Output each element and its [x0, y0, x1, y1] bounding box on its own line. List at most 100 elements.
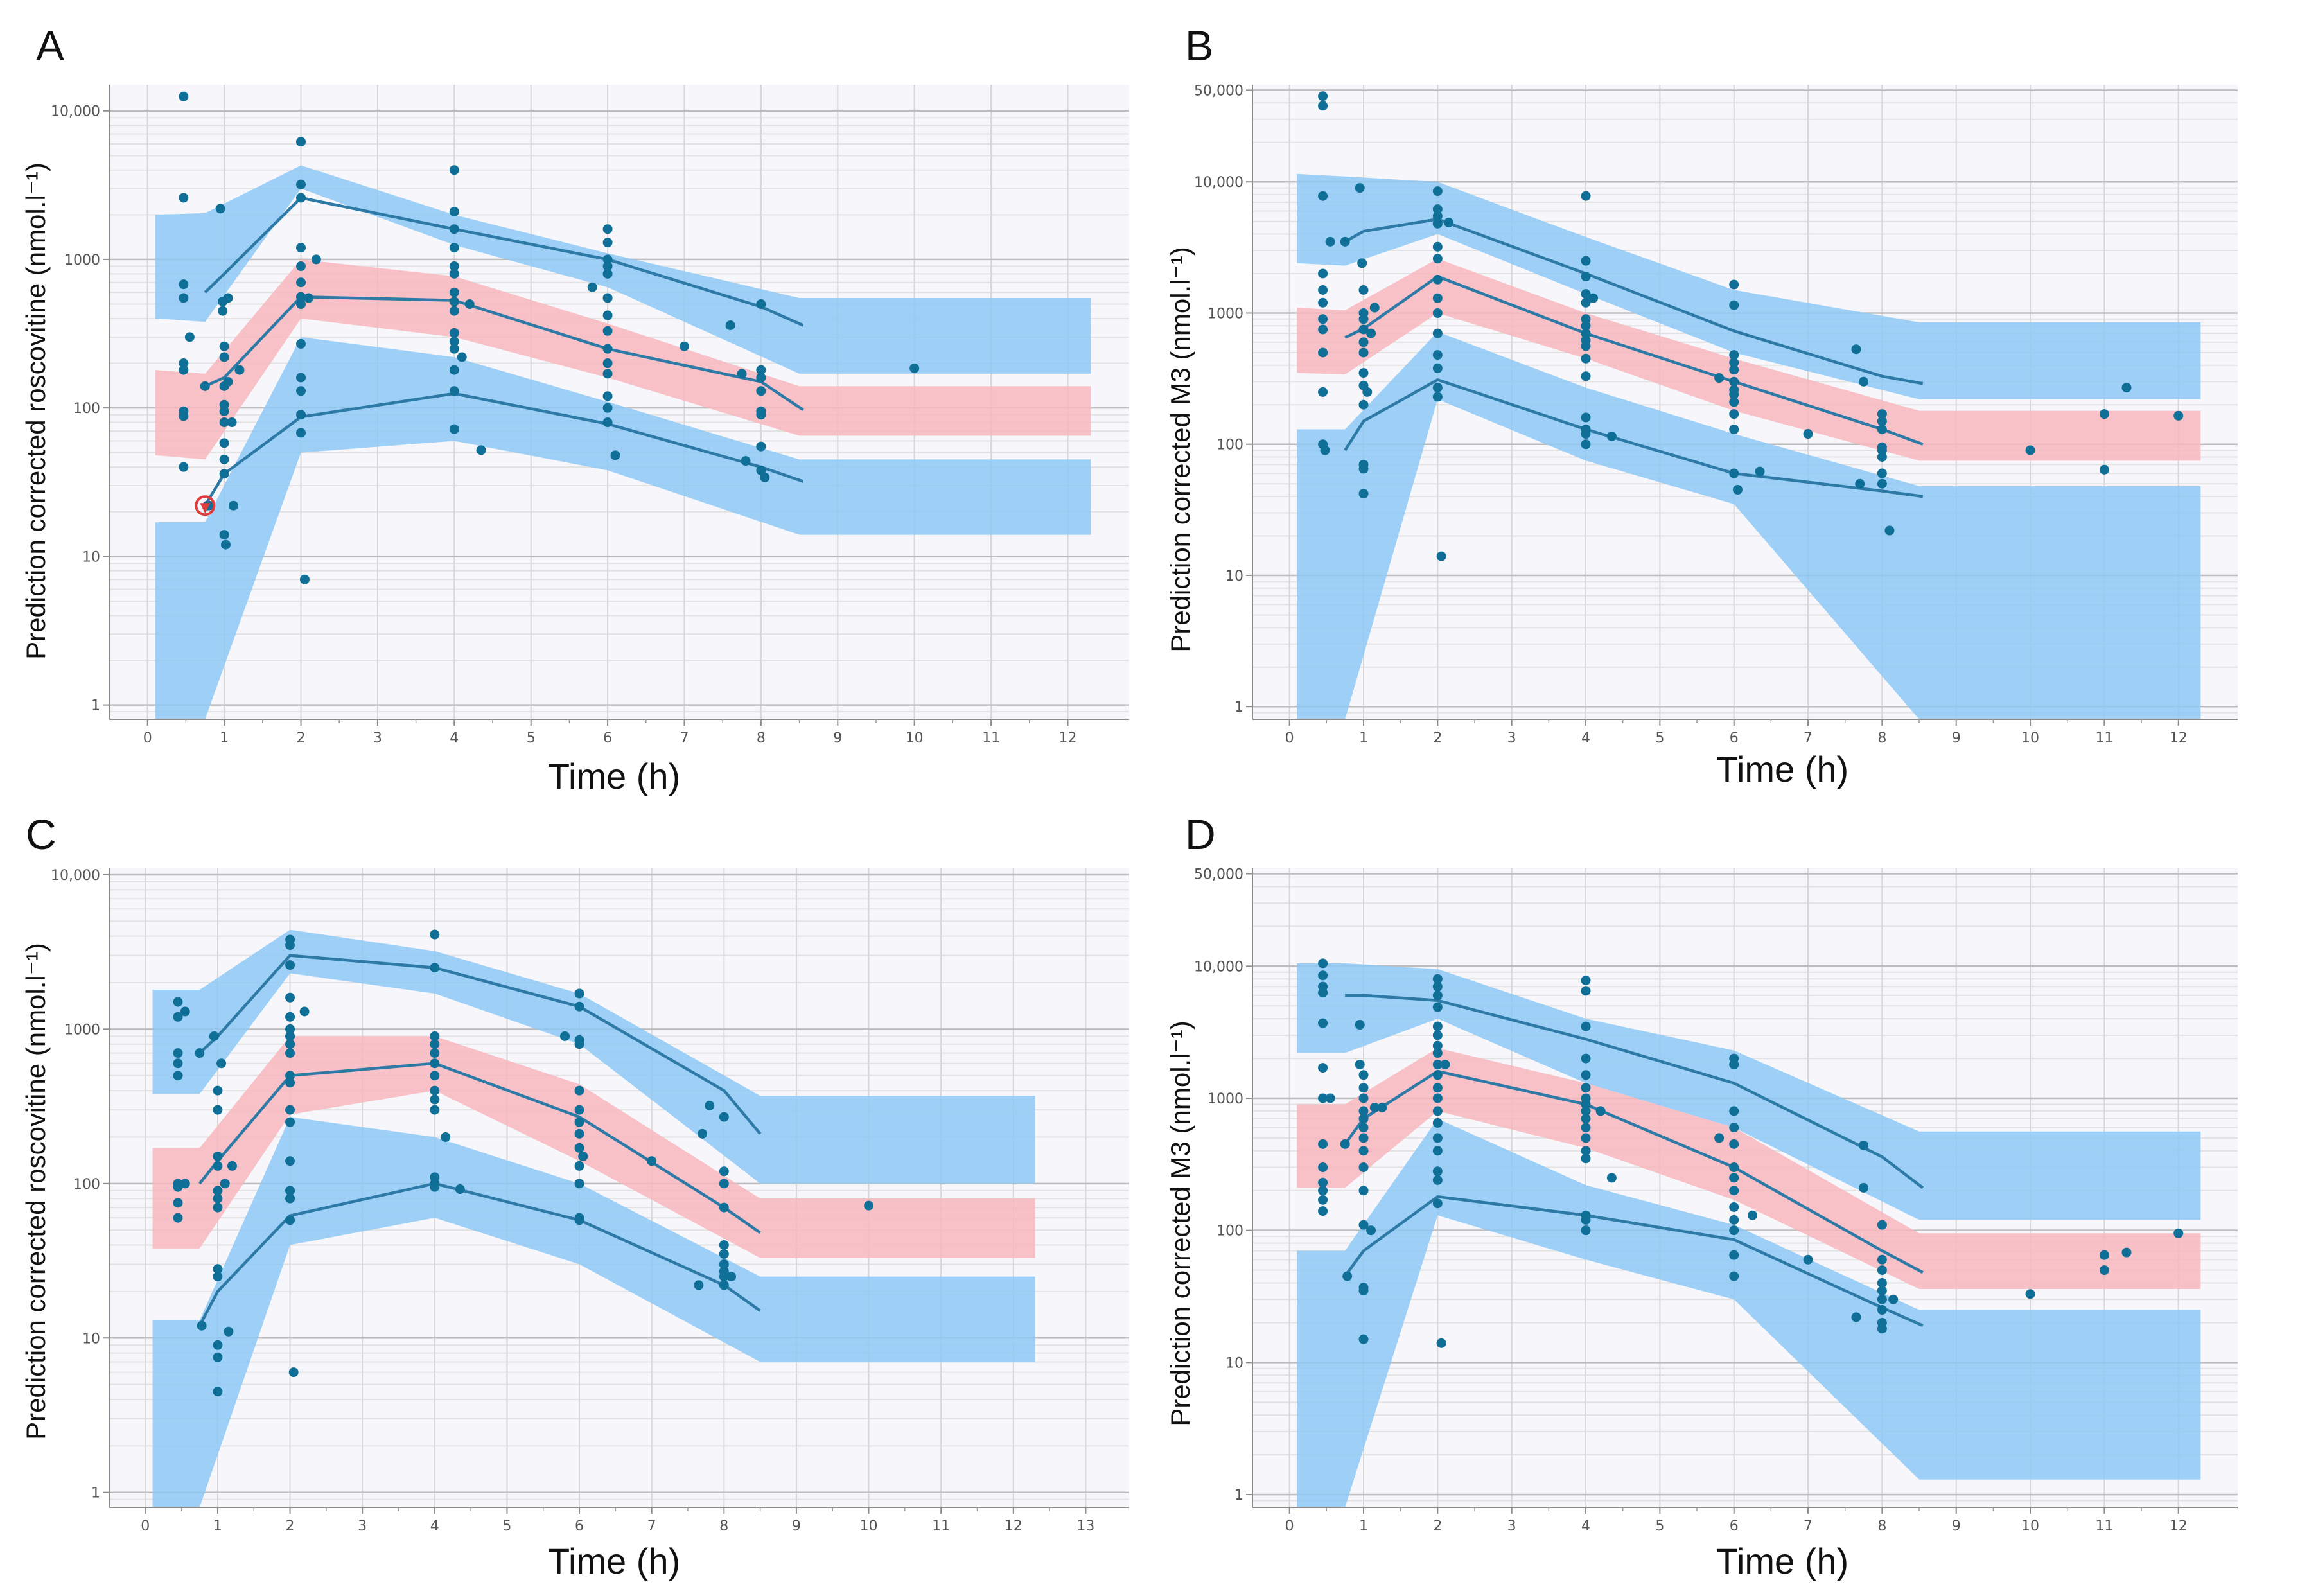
- data-point: [1318, 1063, 1328, 1073]
- data-point: [430, 1048, 440, 1058]
- y-tick-label: 1000: [64, 252, 100, 268]
- lower-percentile-band: [155, 337, 1091, 719]
- data-point: [1432, 241, 1443, 252]
- data-point: [220, 1179, 230, 1189]
- data-point: [220, 539, 231, 550]
- data-point: [1729, 279, 1739, 290]
- data-point: [1581, 439, 1591, 450]
- data-point: [574, 1215, 584, 1225]
- data-point: [455, 1184, 465, 1195]
- data-point: [179, 193, 189, 203]
- data-point: [1595, 1106, 1606, 1116]
- data-point: [179, 279, 189, 290]
- data-point: [1432, 1059, 1443, 1069]
- data-point: [184, 332, 195, 342]
- data-point: [213, 1151, 223, 1161]
- data-point: [285, 1193, 295, 1204]
- data-point: [1355, 183, 1365, 193]
- data-point: [587, 282, 597, 292]
- data-point: [756, 441, 766, 452]
- data-point: [694, 1280, 704, 1290]
- data-point: [215, 204, 225, 214]
- data-point: [602, 358, 613, 369]
- lower-percentile-band: [1297, 1118, 2201, 1507]
- data-point: [602, 326, 613, 336]
- data-point: [1581, 1123, 1591, 1133]
- x-tick-label: 8: [1877, 1518, 1886, 1534]
- data-point: [1432, 204, 1443, 215]
- x-tick-label: 1: [220, 730, 229, 746]
- data-point: [285, 1186, 295, 1196]
- x-tick-label: 10: [2021, 1518, 2039, 1534]
- data-point: [285, 1105, 295, 1115]
- data-point: [719, 1272, 729, 1282]
- x-tick-label: 1: [1359, 1518, 1368, 1534]
- data-point: [1729, 1123, 1739, 1133]
- data-point: [1877, 424, 1887, 434]
- x-tick-label: 12: [2170, 1518, 2188, 1534]
- panel-c-letter: C: [26, 811, 57, 858]
- x-tick-label: 7: [1804, 730, 1813, 746]
- data-point: [430, 963, 440, 973]
- panel-a-xlabel: Time (h): [548, 756, 680, 796]
- data-point: [756, 365, 766, 375]
- x-tick-label: 10: [860, 1518, 878, 1534]
- data-point: [213, 1161, 223, 1171]
- data-point: [1325, 236, 1335, 247]
- data-point: [1803, 429, 1813, 439]
- data-point: [725, 320, 735, 331]
- data-point: [1877, 416, 1887, 426]
- y-tick-label: 1: [1234, 699, 1243, 715]
- data-point: [285, 1039, 295, 1049]
- x-tick-label: 1: [1359, 730, 1368, 746]
- data-point: [1714, 373, 1725, 383]
- data-point: [1729, 397, 1739, 407]
- x-tick-label: 5: [1655, 1518, 1664, 1534]
- data-point: [1432, 254, 1443, 264]
- data-point: [1877, 1220, 1887, 1230]
- data-point: [1318, 1186, 1328, 1196]
- x-tick-label: 4: [450, 730, 459, 746]
- data-point: [2025, 1289, 2035, 1299]
- data-point: [1358, 1114, 1369, 1124]
- y-tick-label: 10: [1225, 568, 1243, 584]
- y-tick-label: 10: [82, 549, 100, 565]
- data-point: [173, 1048, 183, 1058]
- data-point: [1581, 353, 1591, 364]
- data-point: [1729, 357, 1739, 367]
- data-point: [602, 344, 613, 354]
- data-point: [1436, 1338, 1446, 1348]
- data-point: [430, 1039, 440, 1049]
- data-point: [1755, 466, 1765, 477]
- data-point: [449, 297, 459, 307]
- data-point: [1432, 186, 1443, 197]
- data-point: [1325, 1093, 1335, 1103]
- panel-d-letter: D: [1185, 811, 1216, 858]
- data-point: [449, 424, 459, 434]
- data-point: [430, 1071, 440, 1081]
- data-point: [1366, 1225, 1376, 1236]
- x-tick-label: 9: [1952, 1518, 1961, 1534]
- data-point: [449, 224, 459, 234]
- data-point: [219, 530, 229, 540]
- data-point: [1318, 1195, 1328, 1205]
- median-band: [1297, 1048, 2201, 1289]
- data-point: [705, 1100, 715, 1110]
- data-point: [449, 206, 459, 216]
- x-tick-label: 12: [1058, 730, 1076, 746]
- data-point: [449, 306, 459, 316]
- data-point: [756, 386, 766, 396]
- data-point: [457, 352, 467, 362]
- panel-d-xlabel: Time (h): [1716, 1541, 1848, 1581]
- lower-percentile-band: [1297, 331, 2201, 719]
- x-tick-label: 6: [603, 730, 612, 746]
- data-point: [1318, 1177, 1328, 1188]
- data-point: [430, 1031, 440, 1041]
- y-tick-label: 10,000: [51, 868, 100, 884]
- x-tick-label: 10: [906, 730, 924, 746]
- data-point: [1581, 314, 1591, 324]
- data-point: [1318, 314, 1328, 324]
- data-point: [602, 403, 613, 413]
